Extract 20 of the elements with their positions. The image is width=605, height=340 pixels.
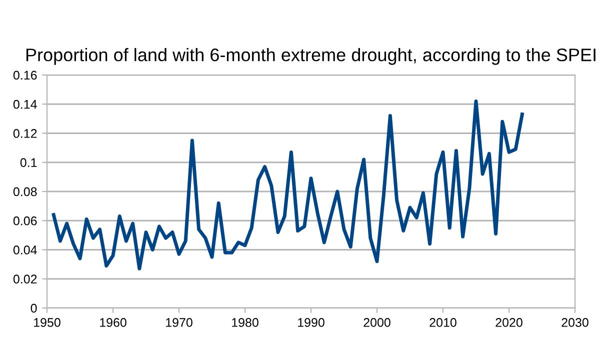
x-tick-label: 2000: [364, 318, 390, 327]
chart-title: Proportion of land with 6-month extreme drought, according to the SPEI: [26, 48, 596, 65]
x-tick-label: 2010: [430, 318, 456, 327]
line-series: [52, 99, 524, 270]
y-tick-label: 0.04: [13, 246, 37, 254]
y-tick-label: 0.16: [13, 70, 37, 80]
y-tick-label: 0.14: [13, 100, 37, 109]
x-tick-label: 1960: [100, 318, 126, 327]
y-tick-label: 0.08: [13, 187, 37, 196]
x-tick-label: 1990: [298, 318, 324, 327]
y-tick-label: 0.02: [13, 274, 37, 284]
y-tick-label: 0.06: [13, 216, 37, 226]
x-tick-label: 1970: [166, 318, 192, 327]
x-tick-label: 2020: [496, 318, 522, 327]
x-tick-label: 1950: [34, 318, 60, 327]
x-tick-label: 1980: [232, 318, 258, 327]
y-tick-label: 0: [30, 304, 37, 313]
y-tick-label: 0.12: [13, 129, 37, 138]
x-tick-label: 2030: [562, 318, 588, 327]
y-tick-label: 0.1: [20, 158, 37, 168]
